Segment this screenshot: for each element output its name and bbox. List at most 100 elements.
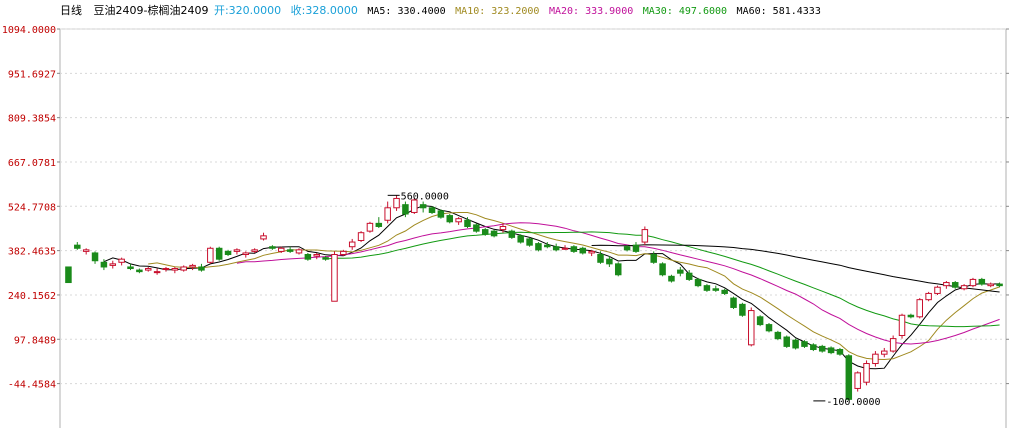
candle-up[interactable] (960, 285, 968, 290)
candle-up[interactable] (499, 225, 507, 231)
candle-down[interactable] (907, 314, 915, 318)
candle-down[interactable] (304, 254, 312, 260)
candle-up[interactable] (561, 247, 569, 250)
candle-up[interactable] (207, 247, 214, 263)
candle-down[interactable] (322, 257, 329, 260)
candle-down[interactable] (783, 336, 790, 347)
candle-down[interactable] (730, 297, 737, 308)
candle-up[interactable] (455, 218, 462, 223)
candle-down[interactable] (473, 224, 480, 232)
candle-up[interactable] (898, 314, 906, 336)
candle-down[interactable] (127, 266, 134, 270)
candle-up[interactable] (357, 232, 365, 241)
candle-up[interactable] (854, 372, 861, 389)
candle-up[interactable] (171, 268, 179, 271)
candle-down[interactable] (215, 247, 223, 260)
candle-up[interactable] (881, 350, 888, 355)
candle-down[interactable] (810, 344, 817, 351)
candle-down[interactable] (650, 254, 657, 263)
candle-down[interactable] (774, 331, 782, 340)
candle-down[interactable] (508, 230, 516, 238)
candle-up[interactable] (251, 249, 258, 252)
candle-down[interactable] (136, 269, 143, 273)
candle-down[interactable] (286, 249, 294, 252)
candle-down[interactable] (100, 261, 108, 268)
candle-down[interactable] (91, 252, 99, 262)
candle-down[interactable] (978, 278, 986, 285)
candle-down[interactable] (801, 341, 808, 347)
candle-down[interactable] (490, 230, 498, 237)
candle-down[interactable] (614, 263, 622, 276)
candle-up[interactable] (118, 258, 125, 263)
candle-up[interactable] (863, 363, 870, 383)
candle-up[interactable] (189, 264, 196, 268)
candle-up[interactable] (233, 249, 241, 252)
candle-down[interactable] (464, 219, 471, 227)
candle-down[interactable] (606, 258, 613, 265)
candle-down[interactable] (402, 204, 409, 215)
candle-up[interactable] (889, 338, 897, 352)
candle-up[interactable] (411, 199, 418, 213)
candle-down[interactable] (703, 285, 711, 291)
candle-down[interactable] (712, 288, 720, 291)
candle-down[interactable] (579, 247, 587, 254)
candle-down[interactable] (481, 229, 489, 235)
candle-down[interactable] (739, 303, 746, 316)
candle-up[interactable] (278, 247, 285, 252)
candle-up[interactable] (82, 249, 90, 252)
candle-down[interactable] (677, 269, 684, 274)
candle-up[interactable] (162, 268, 170, 271)
candle-up[interactable] (109, 263, 117, 266)
candle-down[interactable] (570, 246, 578, 252)
candle-down[interactable] (818, 345, 826, 352)
candle-down[interactable] (765, 324, 773, 332)
candle-down[interactable] (756, 316, 764, 326)
candle-down[interactable] (668, 275, 675, 282)
candle-down[interactable] (659, 263, 666, 276)
candle-down[interactable] (632, 244, 640, 252)
candle-up[interactable] (641, 229, 649, 243)
candle-up[interactable] (144, 268, 152, 271)
candle-down[interactable] (428, 207, 436, 213)
candle-down[interactable] (446, 215, 454, 223)
candle-down[interactable] (623, 246, 631, 251)
candle-up[interactable] (153, 271, 161, 274)
candle-up[interactable] (242, 252, 250, 256)
candle-down[interactable] (74, 244, 81, 249)
candle-down[interactable] (827, 347, 835, 354)
candle-down[interactable] (951, 282, 959, 288)
candle-down[interactable] (198, 266, 205, 271)
candle-up[interactable] (934, 286, 941, 294)
candle-up[interactable] (943, 282, 950, 287)
candle-down[interactable] (375, 222, 383, 227)
candle-up[interactable] (348, 241, 356, 248)
candle-down[interactable] (419, 204, 427, 209)
candle-down[interactable] (224, 250, 232, 256)
candle-down[interactable] (996, 283, 1003, 287)
candle-down[interactable] (721, 289, 728, 294)
candle-up[interactable] (366, 222, 374, 232)
candle-up[interactable] (313, 254, 320, 257)
candle-up[interactable] (969, 278, 977, 287)
candle-down[interactable] (517, 235, 524, 243)
candle-up[interactable] (872, 353, 879, 365)
candle-down[interactable] (552, 246, 560, 251)
candle-down[interactable] (845, 355, 853, 400)
candle-up[interactable] (180, 266, 187, 271)
candle-up[interactable] (260, 235, 267, 240)
candle-down[interactable] (65, 266, 72, 284)
candle-down[interactable] (685, 272, 693, 280)
candle-up[interactable] (331, 254, 338, 302)
candle-up[interactable] (987, 283, 994, 287)
candle-up[interactable] (384, 207, 391, 221)
candle-down[interactable] (694, 278, 702, 287)
candle-down[interactable] (269, 246, 276, 249)
candle-down[interactable] (437, 210, 445, 218)
candle-down[interactable] (597, 254, 604, 263)
candle-down[interactable] (836, 349, 844, 355)
candle-down[interactable] (526, 238, 533, 246)
candle-down[interactable] (544, 244, 551, 248)
candle-up[interactable] (295, 249, 303, 254)
candle-down[interactable] (792, 339, 799, 349)
